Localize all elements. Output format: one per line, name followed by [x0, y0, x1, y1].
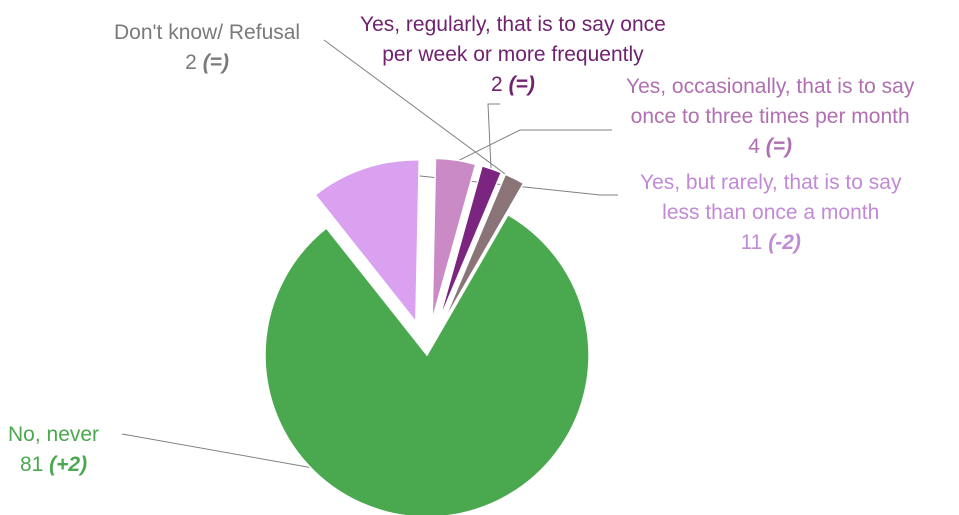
slice-change: (-2) [768, 231, 801, 254]
slice-change: (+2) [49, 453, 88, 476]
slice-label-text: per week or more frequently [382, 43, 644, 66]
pie-slice-dont-know [441, 173, 525, 325]
leader-line-dont-know [323, 39, 515, 181]
slice-value: 81 [19, 453, 44, 476]
pie-slice-rarely [314, 159, 420, 324]
slice-label-no-never: No, never 81 (+2) [8, 420, 99, 480]
slice-change: (=) [765, 135, 793, 158]
slice-change: (=) [508, 73, 535, 96]
slice-label-text: less than once a month [662, 201, 880, 224]
slice-change: (=) [202, 51, 229, 74]
pie-slice-no-never [264, 213, 590, 515]
slice-value: 11 [740, 231, 763, 254]
slice-value: 4 [748, 135, 760, 158]
slice-value: 2 [185, 51, 197, 74]
pie-slices [264, 157, 590, 515]
slice-label-rarely: Yes, but rarely, that is to say less tha… [640, 168, 901, 258]
slice-label-occasionally: Yes, occasionally, that is to say once t… [626, 72, 914, 162]
slice-label-dont-know: Don't know/ Refusal 2 (=) [114, 18, 300, 78]
slice-label-text: No, never [8, 423, 100, 446]
slice-label-text: Yes, occasionally, that is to say [626, 75, 915, 98]
slice-label-text: Yes, but rarely, that is to say [640, 171, 902, 194]
pie-slice-occasionally [431, 157, 477, 321]
leader-line-no-never [121, 433, 314, 469]
pie-slice-regularly [437, 164, 503, 323]
leader-line-occasionally [455, 129, 612, 163]
slice-label-text: Yes, regularly, that is to say once [360, 13, 666, 36]
slice-label-regularly: Yes, regularly, that is to say once per … [360, 10, 666, 100]
slice-label-text: once to three times per month [630, 105, 910, 128]
slice-label-text: Don't know/ Refusal [114, 21, 301, 44]
leader-line-regularly [487, 103, 500, 171]
slice-value: 2 [491, 73, 503, 96]
